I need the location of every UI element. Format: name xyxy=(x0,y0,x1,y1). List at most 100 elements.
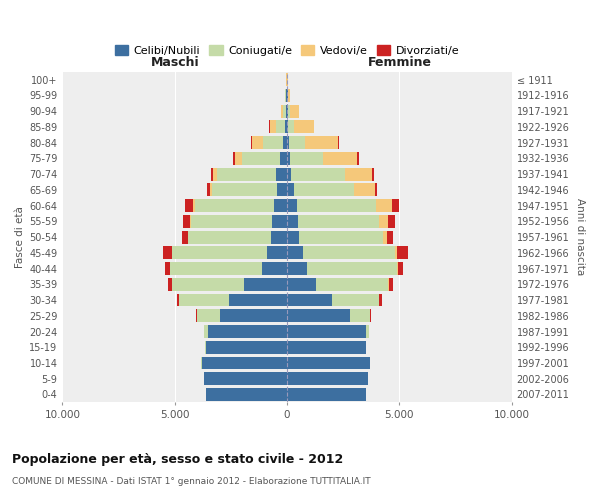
Bar xyxy=(370,310,371,322)
Bar xyxy=(202,356,287,370)
Bar xyxy=(389,278,393,291)
Bar xyxy=(287,152,290,165)
Bar xyxy=(197,310,220,322)
Bar xyxy=(196,310,197,322)
Bar xyxy=(271,230,287,243)
Y-axis label: Fasce di età: Fasce di età xyxy=(15,206,25,268)
Bar xyxy=(303,246,395,260)
Bar xyxy=(220,310,287,322)
Bar xyxy=(244,278,287,291)
Text: Popolazione per età, sesso e stato civile - 2012: Popolazione per età, sesso e stato civil… xyxy=(12,452,343,466)
Bar xyxy=(233,152,235,165)
Bar xyxy=(276,168,287,180)
Bar xyxy=(299,230,383,243)
Bar xyxy=(298,215,379,228)
Bar xyxy=(287,262,307,275)
Bar xyxy=(172,246,267,260)
Bar xyxy=(287,246,303,260)
Bar xyxy=(269,120,276,134)
Bar xyxy=(212,184,277,196)
Bar xyxy=(208,325,287,338)
Bar xyxy=(206,341,287,353)
Bar xyxy=(177,294,179,306)
Bar xyxy=(204,372,287,385)
Text: Femmine: Femmine xyxy=(367,56,431,68)
Bar xyxy=(242,152,280,165)
Bar xyxy=(287,184,294,196)
Bar xyxy=(376,199,392,212)
Bar xyxy=(297,199,376,212)
Bar xyxy=(316,278,388,291)
Bar xyxy=(383,230,387,243)
Bar xyxy=(281,104,283,118)
Bar xyxy=(274,199,287,212)
Bar xyxy=(191,215,272,228)
Bar xyxy=(387,230,394,243)
Y-axis label: Anni di nascita: Anni di nascita xyxy=(575,198,585,276)
Bar xyxy=(323,152,357,165)
Bar xyxy=(188,230,271,243)
Bar xyxy=(193,199,195,212)
Bar xyxy=(392,199,400,212)
Bar xyxy=(365,325,369,338)
Bar xyxy=(290,152,323,165)
Text: COMUNE DI MESSINA - Dati ISTAT 1° gennaio 2012 - Elaborazione TUTTITALIA.IT: COMUNE DI MESSINA - Dati ISTAT 1° gennai… xyxy=(12,478,371,486)
Bar xyxy=(280,152,287,165)
Bar xyxy=(283,136,287,149)
Bar xyxy=(372,168,374,180)
Bar xyxy=(289,136,305,149)
Bar xyxy=(388,215,395,228)
Bar xyxy=(286,104,287,118)
Bar xyxy=(287,372,368,385)
Bar xyxy=(206,388,287,401)
Bar xyxy=(235,152,242,165)
Bar xyxy=(345,168,372,180)
Bar xyxy=(287,215,298,228)
Bar xyxy=(286,89,287,102)
Bar xyxy=(365,341,367,353)
Bar xyxy=(213,168,217,180)
Bar xyxy=(287,89,288,102)
Bar xyxy=(357,152,359,165)
Bar xyxy=(285,120,287,134)
Bar xyxy=(263,136,283,149)
Text: Maschi: Maschi xyxy=(151,56,199,68)
Bar xyxy=(287,278,316,291)
Bar xyxy=(287,294,332,306)
Bar xyxy=(287,136,289,149)
Bar xyxy=(251,136,263,149)
Bar xyxy=(287,341,365,353)
Bar xyxy=(267,246,287,260)
Bar xyxy=(305,136,338,149)
Bar xyxy=(287,356,370,370)
Bar xyxy=(287,310,350,322)
Bar xyxy=(294,120,314,134)
Bar xyxy=(287,104,288,118)
Bar xyxy=(284,89,285,102)
Bar xyxy=(332,294,379,306)
Bar xyxy=(290,104,299,118)
Bar xyxy=(217,168,276,180)
Bar xyxy=(205,341,206,353)
Bar xyxy=(397,246,408,260)
Bar xyxy=(355,184,374,196)
Bar xyxy=(307,262,397,275)
Bar xyxy=(294,184,355,196)
Bar xyxy=(277,184,287,196)
Bar xyxy=(163,246,172,260)
Bar xyxy=(179,294,229,306)
Bar xyxy=(168,278,172,291)
Bar xyxy=(397,262,398,275)
Bar xyxy=(285,89,286,102)
Bar xyxy=(291,168,345,180)
Bar xyxy=(350,310,370,322)
Bar xyxy=(287,199,297,212)
Bar xyxy=(211,168,213,180)
Bar xyxy=(379,294,382,306)
Bar xyxy=(289,120,294,134)
Bar xyxy=(184,215,190,228)
Bar xyxy=(207,184,209,196)
Bar xyxy=(287,388,365,401)
Bar xyxy=(287,120,289,134)
Bar xyxy=(276,120,285,134)
